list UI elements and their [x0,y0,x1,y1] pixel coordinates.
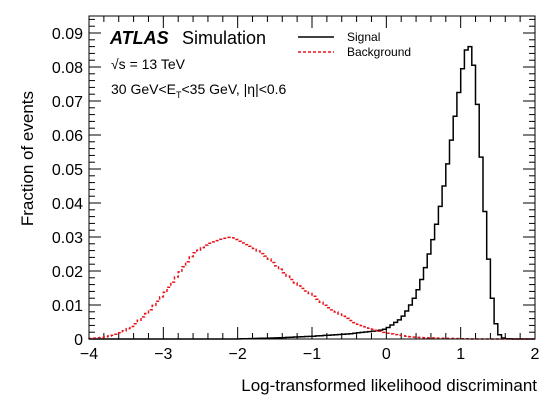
x-tick-label: −4 [80,346,98,363]
simulation-label: Simulation [182,28,266,48]
ticks [88,16,536,340]
y-tick-label: 0.01 [52,298,83,315]
y-tick-label: 0.04 [52,196,83,213]
y-tick-label: 0.06 [52,128,83,145]
y-tick-label: 0.02 [52,264,83,281]
x-tick-label: −2 [229,346,247,363]
energy-label: √s = 13 TeV [111,56,186,72]
legend: Signal Background [298,30,411,59]
selection-prefix: 30 GeV<E [111,81,176,97]
y-tick-label: 0.03 [52,230,83,247]
series-background-line [88,236,535,340]
y-tick-label: 0 [74,332,83,349]
x-tick-label: 0 [382,346,391,363]
x-tick-label: −1 [303,346,321,363]
legend-signal-label: Signal [347,30,380,44]
x-tick-label: −3 [154,346,172,363]
selection-label: 30 GeV<ET<35 GeV, |η|<0.6 [111,81,287,100]
y-tick-label: 0.07 [52,94,83,111]
x-tick-label: 2 [531,346,540,363]
x-tick-label: 1 [456,346,465,363]
y-tick-label: 0.09 [52,26,83,43]
y-tick-labels: 0 0.01 0.02 0.03 0.04 0.05 0.06 0.07 0.08 0.09 [52,26,83,349]
legend-background-label: Background [347,45,411,59]
y-tick-label: 0.05 [52,162,83,179]
selection-subscript: T [176,90,182,100]
y-tick-label: 0.08 [52,60,83,77]
selection-suffix: <35 GeV, |η|<0.6 [182,81,287,97]
plot-frame [88,15,536,340]
atlas-label: ATLAS [109,28,169,48]
y-axis-title: Fraction of events [18,91,37,226]
x-axis-title: Log-transformed likelihood discriminant [241,376,537,395]
x-tick-labels: −4 −3 −2 −1 0 1 2 [80,346,540,363]
